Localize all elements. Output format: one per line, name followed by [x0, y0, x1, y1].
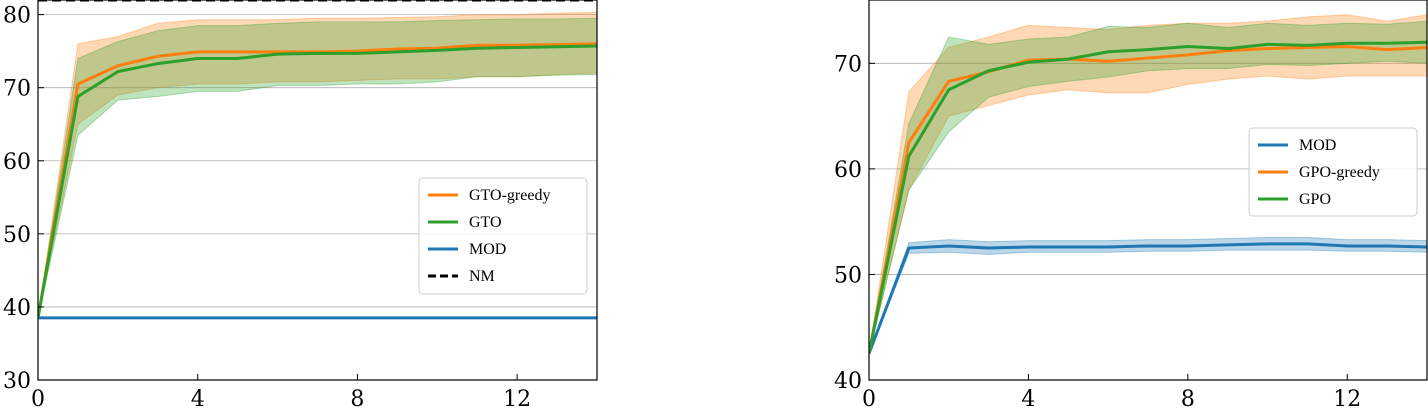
legend-label-GTO: GTO	[469, 214, 502, 231]
legend-label-GPO: GPO	[1299, 191, 1331, 208]
series-line-MOD	[869, 242, 1427, 355]
band-MOD	[868, 237, 1428, 354]
axes-frame	[868, 0, 1428, 381]
x-tick-label: 0	[31, 387, 45, 412]
x-tick-label: 4	[1021, 387, 1035, 412]
chart-panel-2: 40 50 60 70 0 4 8 12 MOD GPO-greedy GPO	[834, 0, 1428, 412]
x-tick-label: 4	[191, 387, 205, 412]
y-tick-label: 60	[3, 150, 31, 175]
x-tick-label: 8	[1181, 387, 1195, 412]
y-tick-label: 70	[834, 52, 862, 77]
x-tick-label: 12	[503, 387, 531, 412]
legend: GTO-greedy GTO MOD NM	[418, 177, 588, 295]
axes-frame	[37, 0, 598, 381]
x-tick-label: 12	[1333, 387, 1361, 412]
series-line-GPO-greedy	[869, 44, 1427, 354]
legend-label-GTO-greedy: GTO-greedy	[469, 187, 550, 204]
y-tick-label: 40	[834, 369, 862, 394]
y-tick-label: 50	[3, 223, 31, 248]
legend-label-MOD: MOD	[469, 241, 506, 258]
y-tick-label: 70	[3, 77, 31, 102]
y-tick-label: 60	[834, 158, 862, 183]
legend: MOD GPO-greedy GPO	[1248, 127, 1418, 217]
y-tick-label: 40	[3, 296, 31, 321]
legend-label-NM: NM	[469, 268, 495, 285]
legend-label-GPO-greedy: GPO-greedy	[1299, 164, 1380, 181]
x-tick-label: 8	[350, 387, 364, 412]
series-line-GTO	[38, 44, 597, 319]
y-tick-label: 30	[3, 369, 31, 394]
y-tick-label: 80	[3, 4, 31, 29]
y-tick-label: 50	[834, 263, 862, 288]
legend-box	[418, 177, 588, 295]
x-tick-label: 0	[862, 387, 876, 412]
series-line-GPO	[869, 40, 1427, 354]
legend-box	[1248, 127, 1418, 217]
legend-label-MOD: MOD	[1299, 137, 1336, 154]
chart-panel-1: 30 40 50 60 70 80 0 4 8 12 GTO-greedy GTO MOD NM	[3, 0, 598, 412]
